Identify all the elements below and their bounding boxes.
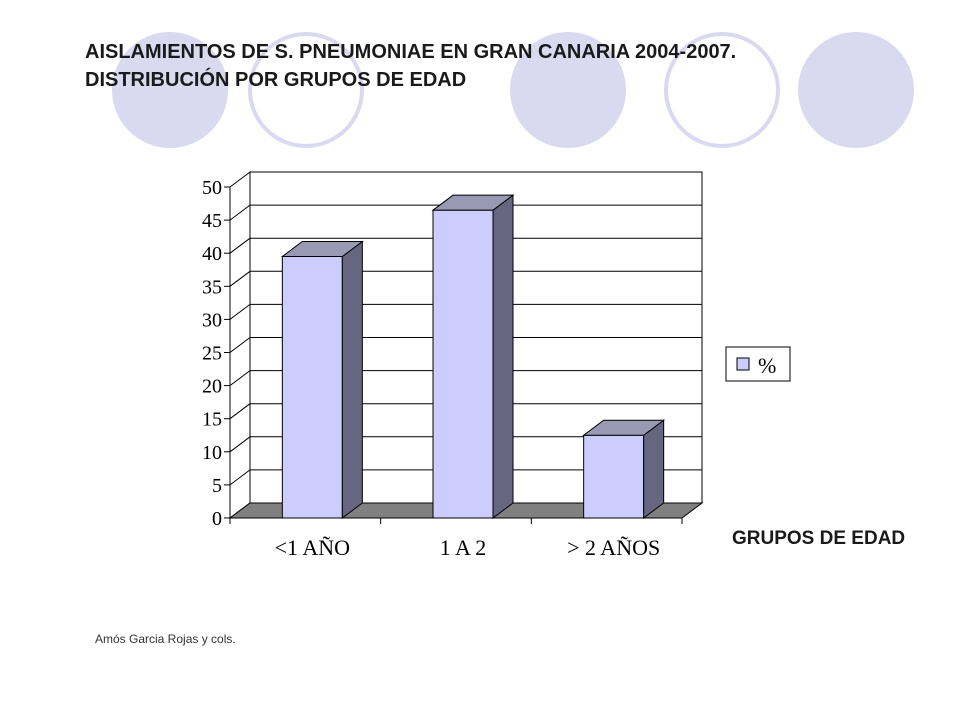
y-tick-label: 30 — [202, 309, 222, 331]
y-tick-label: 25 — [202, 343, 222, 365]
bar-side — [341, 240, 363, 519]
legend-label: % — [758, 353, 776, 378]
gridline-depth — [229, 403, 251, 420]
source-credit: Amós Garcia Rojas y cols. — [95, 632, 236, 646]
y-tick-label: 45 — [202, 210, 222, 232]
circle-filled-1 — [112, 32, 228, 148]
legend: % — [725, 346, 791, 382]
y-tick-label: 10 — [202, 442, 222, 464]
gridline-depth — [229, 370, 251, 387]
title-line-1: AISLAMIENTOS DE S. PNEUMONIAE EN GRAN CA… — [85, 41, 737, 63]
bar — [432, 209, 494, 519]
circle-filled-2 — [510, 32, 626, 148]
bar — [281, 256, 343, 519]
bar-side — [643, 419, 665, 519]
page-title: AISLAMIENTOS DE S. PNEUMONIAE EN GRAN CA… — [85, 38, 736, 94]
gridline-depth — [229, 204, 251, 221]
bar-group — [280, 240, 364, 519]
bar-top — [582, 419, 666, 436]
circle-outline-1 — [248, 32, 364, 148]
x-axis-caption: GRUPOS DE EDAD — [732, 528, 906, 549]
y-tick-label: 5 — [212, 475, 222, 497]
gridline-depth — [229, 337, 251, 353]
y-tick-label: 20 — [202, 376, 222, 398]
gridline-depth — [229, 237, 251, 254]
circle-outline-2 — [664, 32, 780, 148]
x-tick-label: <1 AÑO — [275, 535, 350, 560]
gridline-depth — [229, 469, 251, 486]
gridline-depth — [229, 171, 251, 188]
y-tick-label: 0 — [212, 508, 222, 530]
bar-group — [431, 194, 515, 519]
y-tick-label: 35 — [202, 276, 222, 298]
title-line-2: DISTRIBUCIÓN POR GRUPOS DE EDAD — [85, 69, 467, 91]
bar-group — [582, 419, 666, 519]
bar — [583, 434, 645, 519]
y-tick-label: 15 — [202, 409, 222, 431]
decorative-circles — [112, 32, 914, 148]
gridline-depth — [229, 270, 251, 287]
bar-top — [431, 194, 515, 211]
y-tick-label: 50 — [202, 177, 222, 199]
x-tick-label: 1 A 2 — [440, 535, 486, 560]
y-tick-label: 40 — [202, 243, 222, 265]
gridline-depth — [229, 436, 251, 453]
circle-filled-3 — [798, 32, 914, 148]
x-tick-label: > 2 AÑOS — [567, 535, 660, 560]
legend-swatch — [736, 357, 750, 371]
bar-top — [280, 241, 364, 258]
bar-side — [492, 194, 514, 519]
gridline-depth — [229, 303, 251, 320]
